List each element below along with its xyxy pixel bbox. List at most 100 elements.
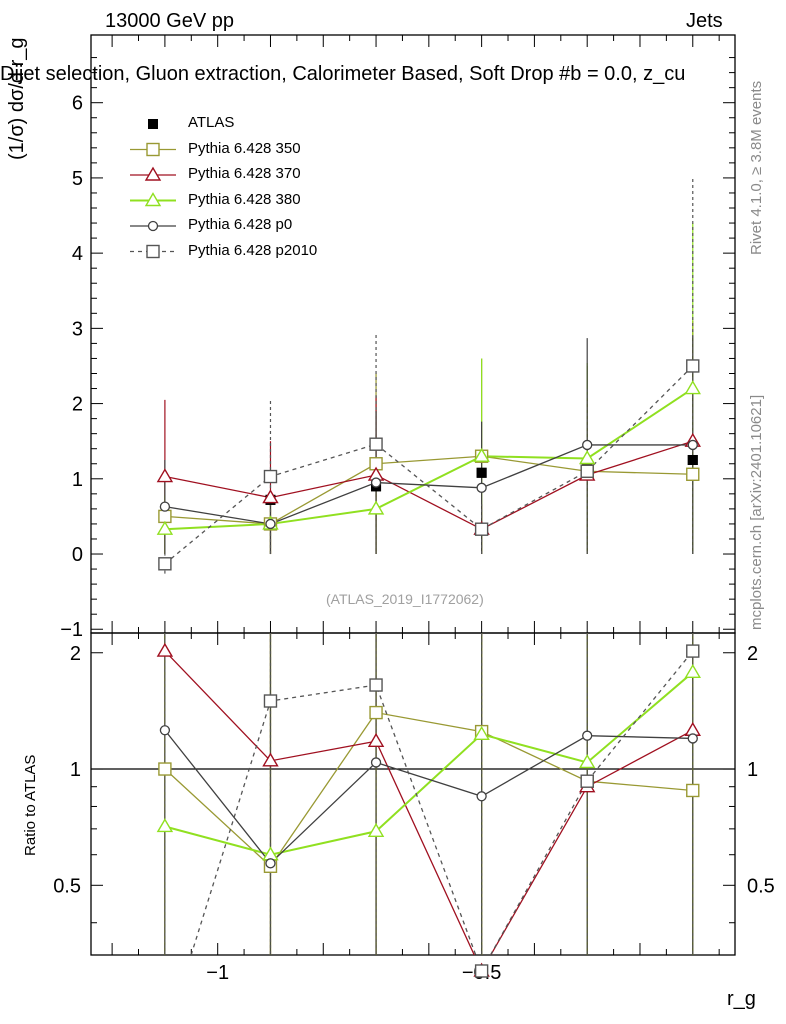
ratio-data-point [262,752,279,767]
x-tick-label: −1 [206,962,229,984]
ratio-data-point [474,964,489,978]
ratio-data-point [265,858,276,869]
x-axis-label: r_g [727,988,756,1010]
legend-marker [146,244,160,259]
ratio-data-point [158,762,172,776]
data-point [686,359,700,373]
ratio-data-point [686,783,700,798]
y-tick-label: 5 [72,168,83,190]
ratio-data-point [369,678,383,692]
ratio-axis-label: Ratio to ATLAS [22,754,39,856]
legend-marker [147,220,159,232]
data-point [580,464,594,478]
ratio-data-point [370,757,382,768]
legend-label: Pythia 6.428 380 [188,190,301,208]
ratio-data-point [578,754,596,769]
data-point [158,509,172,524]
data-point [684,380,701,395]
ratio-y-tick-label-right: 2 [747,643,758,665]
series-pythia-6-428-p0 [164,335,694,555]
ratio-data-point [159,725,171,736]
data-point [263,469,278,484]
ratio-data-point [476,791,487,802]
ratio-series-line [164,711,693,868]
data-point [262,489,279,504]
y-tick-label: 0 [72,544,83,566]
data-point [687,439,698,451]
ratio-data-point [582,730,593,741]
y-tick-label: 3 [72,318,83,340]
data-point [370,477,382,488]
ratio-panel-frame [90,632,736,956]
legend-marker [146,142,160,157]
legend-label: ATLAS [188,114,235,131]
data-point [156,520,174,535]
data-point [582,439,593,451]
ratio-data-point [580,774,594,788]
data-point [686,467,700,481]
data-point [369,437,383,451]
data-point [476,467,487,478]
ratio-series-pythia-6-428-p0 [164,633,694,955]
data-point [687,454,698,465]
ratio-y-tick-label-right: 0.5 [747,875,775,897]
ratio-data-point [367,732,385,747]
data-point [158,557,172,571]
data-point [473,447,490,462]
ratio-y-tick-label-right: 1 [747,759,758,781]
series-line [164,365,694,565]
y-tick-label: 6 [72,93,83,115]
series-line [164,440,693,530]
y-tick-label: 1 [72,469,83,491]
ratio-series-line [164,729,693,865]
legend-marker [144,192,162,207]
ratio-data-point [473,725,490,741]
ratio-series-line [190,650,694,955]
analysis-watermark: (ATLAS_2019_I1772062) [326,591,484,607]
y-tick-label: −1 [60,619,83,641]
ratio-series-line [164,671,694,856]
ratio-data-point [156,642,174,657]
legend-label: Pythia 6.428 p0 [188,216,293,233]
ratio-series-pythia-6-428-350 [164,633,694,955]
legend-marker [144,166,162,181]
data-point [367,500,385,515]
legend-label: Pythia 6.428 370 [188,165,301,182]
data-point [159,501,171,512]
plot-title: Dijet selection, Gluon extraction, Calor… [0,63,686,85]
ratio-y-tick-label: 2 [70,643,81,665]
ratio-data-point [687,733,698,744]
ratio-data-point [684,663,701,679]
y-axis-label: (1/σ) dσ/d r_g [6,37,28,160]
ratio-series-line [164,650,694,955]
ratio-data-point [367,822,385,837]
data-point [156,468,174,483]
ratio-data-point [156,818,174,833]
ratio-data-point [263,694,278,708]
ratio-y-tick-label: 1 [70,759,81,781]
ratio-series-pythia-6-428-380 [164,633,694,955]
series-line [164,387,694,531]
mcplots-reference-label: mcplots.cern.ch [arXiv:2401.10621] [748,394,765,630]
series-pythia-6-428-p2010 [164,177,694,574]
y-tick-label: 4 [72,243,83,265]
data-point [474,522,489,536]
data-point [578,450,596,465]
ratio-y-tick-label: 0.5 [53,875,81,897]
ratio-data-point [369,705,383,720]
series-line [164,455,693,525]
ratio-series-pythia-6-428-p2010 [164,633,694,955]
ratio-plot-area [164,633,694,955]
rivet-version-label: Rivet 4.1.0, ≥ 3.8M events [748,80,765,255]
ratio-data-point [686,644,700,658]
series-line [164,444,693,525]
data-point [476,482,487,493]
series-pythia-6-428-380 [164,223,694,555]
collision-label: 13000 GeV pp [105,10,234,32]
legend-label: Pythia 6.428 350 [188,139,301,157]
main-plot-area [159,177,698,574]
y-tick-label: 2 [72,394,83,416]
data-point [265,518,276,530]
ratio-series-pythia-6-428-370 [164,633,694,955]
